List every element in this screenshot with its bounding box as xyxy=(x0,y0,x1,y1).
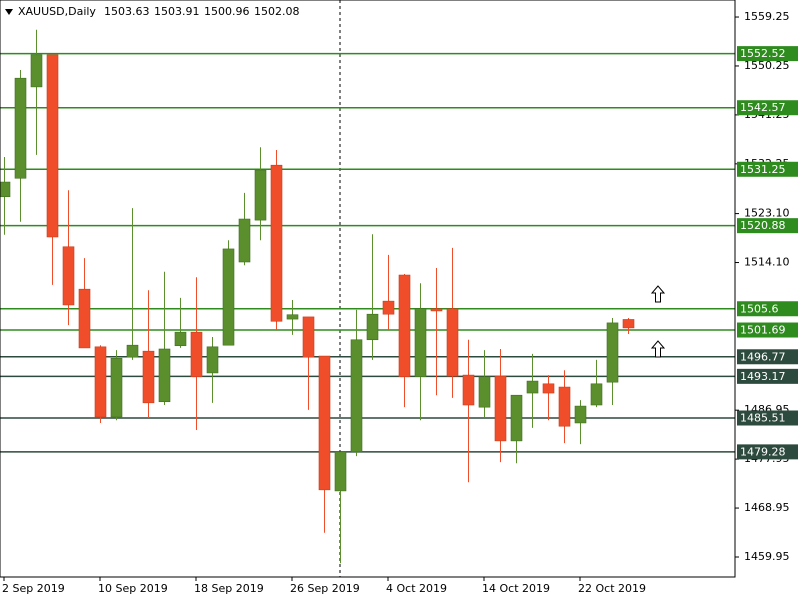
candle-body xyxy=(478,376,491,408)
candle-body xyxy=(190,331,203,378)
candle-body xyxy=(414,308,427,378)
candle-body xyxy=(334,451,347,492)
header-open: 1503.63 xyxy=(104,5,150,18)
candle-body xyxy=(350,339,363,453)
level-box xyxy=(737,444,798,460)
x-tick-label: 10 Sep 2019 xyxy=(98,582,168,595)
candle-body xyxy=(174,331,187,347)
header-high: 1503.91 xyxy=(154,5,200,18)
candle-body xyxy=(0,181,11,198)
candle-body xyxy=(494,375,507,442)
candle-body xyxy=(286,314,299,320)
x-tick-label: 18 Sep 2019 xyxy=(194,582,264,595)
level-label: 1501.69 xyxy=(740,324,786,337)
level-box xyxy=(737,349,798,365)
candle-body xyxy=(222,248,235,346)
candle-body xyxy=(590,383,603,406)
candle-body xyxy=(510,394,523,442)
candle-body xyxy=(238,218,251,263)
candle-body xyxy=(254,169,267,221)
level-label: 1505.6 xyxy=(740,302,779,315)
level-box xyxy=(737,100,798,116)
candle-body xyxy=(14,77,27,179)
level-box xyxy=(737,161,798,177)
candle-body xyxy=(62,246,75,306)
header-close: 1502.08 xyxy=(254,5,300,18)
y-tick-label: 1559.25 xyxy=(744,10,790,23)
candle-body xyxy=(606,322,619,383)
candle-body xyxy=(542,383,555,394)
candle-body xyxy=(366,313,379,341)
candle-body xyxy=(302,316,315,358)
level-label: 1542.57 xyxy=(740,101,786,114)
level-box xyxy=(737,410,798,426)
plot-area xyxy=(0,29,735,564)
level-box xyxy=(737,322,798,338)
x-tick-label: 4 Oct 2019 xyxy=(386,582,447,595)
chart-title: XAUUSD,Daily xyxy=(18,5,96,18)
candle-body xyxy=(574,405,587,424)
up-arrow xyxy=(650,285,666,303)
x-tick-label: 2 Sep 2019 xyxy=(2,582,65,595)
candle-body xyxy=(158,348,171,403)
x-tick-label: 22 Oct 2019 xyxy=(578,582,646,595)
x-tick-label: 14 Oct 2019 xyxy=(482,582,550,595)
level-label: 1493.17 xyxy=(740,370,786,383)
y-tick-label: 1514.10 xyxy=(744,256,790,269)
level-box xyxy=(737,301,798,317)
plot-border xyxy=(0,0,736,578)
candle-body xyxy=(526,380,539,394)
candle-body xyxy=(382,300,395,315)
candle-body xyxy=(30,54,43,88)
header-icon xyxy=(5,9,13,15)
candle-body xyxy=(398,274,411,378)
candle-body xyxy=(142,350,155,404)
level-label: 1496.77 xyxy=(740,350,786,363)
candle-body xyxy=(446,308,459,377)
candle-body xyxy=(318,355,331,491)
level-box xyxy=(737,368,798,384)
candle-body xyxy=(78,288,91,349)
candle-body xyxy=(94,346,107,418)
up-arrow xyxy=(650,340,666,358)
candle-body xyxy=(622,319,635,329)
y-tick-label: 1550.25 xyxy=(744,59,790,72)
level-label: 1552.52 xyxy=(740,47,786,60)
candle-body xyxy=(110,357,123,418)
level-label: 1531.25 xyxy=(740,163,786,176)
level-label: 1520.88 xyxy=(740,219,786,232)
level-label: 1479.28 xyxy=(740,445,786,458)
level-box xyxy=(737,46,798,62)
level-label: 1485.51 xyxy=(740,412,786,425)
candle-body xyxy=(270,164,283,322)
level-box xyxy=(737,218,798,234)
candle-body xyxy=(558,386,571,427)
y-tick-label: 1523.10 xyxy=(744,207,790,220)
y-tick-label: 1468.95 xyxy=(744,501,790,514)
candle-body xyxy=(46,54,59,238)
header-low: 1500.96 xyxy=(204,5,250,18)
y-tick-label: 1459.95 xyxy=(744,550,790,563)
candle-body xyxy=(462,374,475,406)
candle-body xyxy=(126,344,139,358)
candle-body xyxy=(430,308,443,312)
candle-body xyxy=(206,346,219,374)
x-tick-label: 26 Sep 2019 xyxy=(290,582,360,595)
